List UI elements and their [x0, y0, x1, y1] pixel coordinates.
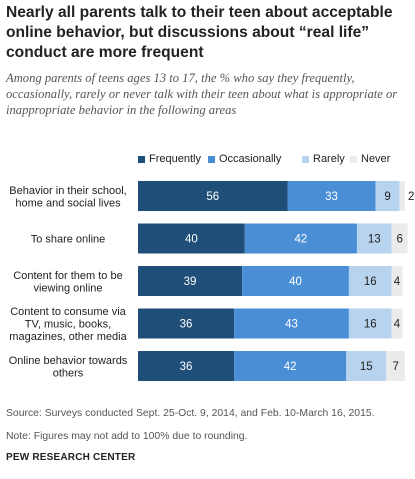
- bar-segment-occasionally: [234, 308, 349, 339]
- data-label-rarely: 13: [368, 234, 381, 246]
- stacked-bar-chart: Behavior in their school, home and social…: [9, 181, 414, 381]
- legend-swatch-frequently: [138, 155, 145, 163]
- bar-segment-occasionally: [244, 223, 357, 254]
- category-label: To share online: [31, 234, 106, 246]
- bar-segment-rarely: [356, 223, 392, 254]
- legend-label-rarely: Rarely: [313, 153, 345, 165]
- data-label-rarely: 15: [360, 361, 373, 373]
- bar-segment-frequently: [138, 181, 288, 211]
- category-label: Content to consume via TV, music, books, m…: [9, 306, 127, 343]
- bar-segment-never: [386, 351, 405, 381]
- data-label-occasionally: 42: [284, 361, 297, 373]
- legend-label-frequently: Frequently: [149, 153, 201, 165]
- category-label: Online behavior towards others: [9, 355, 128, 380]
- data-label-occasionally: 33: [325, 191, 338, 203]
- legend-swatch-rarely: [302, 155, 309, 163]
- data-label-frequently: 39: [184, 276, 197, 288]
- category-label: Content for them to be viewing online: [13, 270, 122, 295]
- data-label-never: 6: [396, 234, 402, 246]
- legend-item-occasionally: Occasionally: [208, 153, 281, 165]
- bar-segment-occasionally: [287, 181, 376, 211]
- bar-segment-never: [391, 266, 403, 296]
- bar-segment-never: [391, 223, 408, 254]
- legend-item-frequently: Frequently: [138, 153, 201, 165]
- bar-segment-occasionally: [234, 351, 347, 381]
- data-label-frequently: 36: [180, 319, 193, 331]
- footnote: Note: Figures may not add to 100% due to…: [6, 431, 248, 442]
- organization-credit: PEW RESEARCH CENTER: [6, 452, 136, 463]
- bar-segment-rarely: [348, 308, 392, 339]
- source-note: Source: Surveys conducted Sept. 25-Oct. …: [6, 408, 375, 419]
- data-label-never: 2: [408, 191, 414, 203]
- legend-swatch-occasionally: [208, 155, 215, 163]
- bar-segment-frequently: [138, 308, 235, 339]
- data-label-frequently: 56: [206, 191, 219, 203]
- legend-item-never: Never: [350, 153, 390, 165]
- legend-swatch-never: [350, 155, 357, 163]
- bar-segment-frequently: [138, 266, 243, 296]
- data-label-rarely: 16: [364, 276, 377, 288]
- data-label-occasionally: 43: [285, 319, 298, 331]
- bar-segment-rarely: [375, 181, 400, 211]
- data-label-never: 4: [394, 319, 401, 331]
- data-label-frequently: 36: [180, 361, 193, 373]
- data-label-never: 4: [394, 276, 401, 288]
- data-label-rarely: 9: [384, 191, 390, 203]
- data-label-occasionally: 40: [289, 276, 302, 288]
- data-label-occasionally: 42: [294, 234, 307, 246]
- legend-item-rarely: Rarely: [302, 153, 345, 165]
- bar-segment-frequently: [138, 223, 245, 254]
- bar-segment-never: [391, 308, 403, 339]
- legend-label-never: Never: [361, 153, 391, 165]
- chart-subtitle: Among parents of teens ages 13 to 17, th…: [6, 71, 398, 117]
- bar-segment-rarely: [346, 351, 387, 381]
- bar-segment-occasionally: [242, 266, 349, 296]
- legend-label-occasionally: Occasionally: [219, 153, 282, 165]
- data-label-rarely: 16: [364, 319, 377, 331]
- bar-segment-frequently: [138, 351, 235, 381]
- bar-segment-rarely: [348, 266, 392, 296]
- data-label-never: 7: [392, 361, 398, 373]
- chart-legend: Frequently Occasionally Rarely Never: [0, 153, 415, 167]
- bar-segment-never: [399, 181, 405, 211]
- category-label: Behavior in their school, home and social…: [9, 185, 126, 210]
- chart-title: Nearly all parents talk to their teen ab…: [6, 4, 393, 61]
- data-label-frequently: 40: [185, 234, 198, 246]
